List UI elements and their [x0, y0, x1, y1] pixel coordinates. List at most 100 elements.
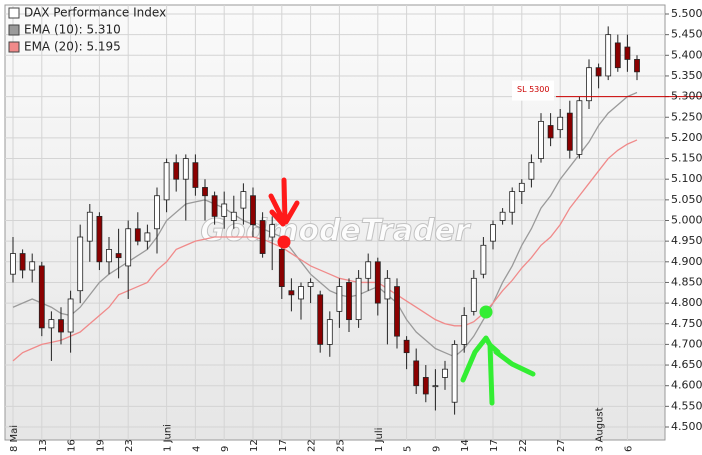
- legend-swatch: [8, 7, 20, 19]
- candle-body: [557, 116, 564, 131]
- candle-body: [288, 290, 295, 296]
- candle-body: [365, 261, 372, 279]
- candle-body: [355, 277, 362, 321]
- x-tick-label: 22: [307, 439, 318, 452]
- stop-loss-label: SL 5300: [517, 85, 549, 94]
- candle-body: [154, 195, 160, 230]
- x-tick-label: 17: [278, 439, 289, 452]
- candle-body: [134, 228, 141, 242]
- candle-body: [432, 385, 439, 388]
- red-arrow-strokes: [268, 177, 300, 227]
- candle-body: [173, 162, 180, 180]
- candle-body: [461, 315, 468, 345]
- y-tick-label: 4.850: [671, 275, 702, 288]
- candle-body: [29, 261, 36, 271]
- candle-body: [442, 368, 448, 378]
- candle-body: [624, 46, 631, 60]
- y-tick-label: 5.100: [671, 172, 702, 185]
- y-tick-label: 4.900: [671, 255, 702, 268]
- candle-body: [605, 34, 612, 77]
- y-tick-label: 5.250: [671, 110, 702, 123]
- candle-body: [144, 232, 151, 242]
- candle-body: [163, 162, 170, 201]
- y-tick-label: 5.350: [671, 69, 702, 82]
- y-tick-label: 5.000: [671, 214, 702, 227]
- x-tick-label: 27: [556, 439, 567, 452]
- y-tick-label: 5.300: [671, 90, 702, 103]
- y-tick-label: 5.500: [671, 7, 702, 20]
- candle-body: [326, 319, 333, 345]
- legend-swatch: [8, 24, 20, 36]
- y-tick-label: 5.400: [671, 48, 702, 61]
- candle-body: [614, 42, 621, 69]
- candle-body: [67, 298, 74, 333]
- candle-body: [48, 319, 55, 329]
- candle-body: [528, 162, 535, 180]
- candle-body: [374, 261, 381, 304]
- candle-body: [58, 319, 64, 333]
- x-tick-label: 19: [95, 439, 106, 452]
- plot-area: [4, 4, 666, 441]
- legend-label: EMA (10): 5.310: [24, 23, 121, 37]
- candle-body: [403, 339, 410, 354]
- x-tick-label: 5: [403, 446, 414, 452]
- ema-line: [12, 139, 638, 362]
- legend-label: EMA (20): 5.195: [24, 40, 121, 54]
- green-arrow-strokes: [460, 335, 536, 406]
- x-tick-label: 9: [431, 446, 442, 452]
- candle-body: [499, 211, 506, 221]
- candle-body: [470, 277, 477, 312]
- candle-body: [211, 195, 218, 217]
- candle-body: [77, 236, 84, 292]
- candle-body: [480, 244, 487, 275]
- x-tick-label: 14: [460, 439, 471, 452]
- x-tick-label: 16: [67, 439, 78, 452]
- candle-body: [336, 286, 343, 312]
- legend-label: DAX Performance Index: [24, 6, 166, 20]
- candle-body: [38, 265, 45, 329]
- candle-body: [547, 125, 554, 139]
- green-dot: [479, 305, 493, 319]
- y-tick-label: 4.550: [671, 399, 702, 412]
- candle-body: [10, 253, 16, 275]
- candle-body: [413, 360, 420, 387]
- y-tick-label: 4.800: [671, 296, 702, 309]
- x-tick-label: 17: [489, 439, 500, 452]
- candle-body: [192, 162, 199, 188]
- y-tick-label: 5.050: [671, 193, 702, 206]
- candle-body: [307, 282, 314, 287]
- candle-body: [586, 67, 592, 102]
- candle-body: [125, 228, 132, 267]
- x-tick-label: 9: [220, 446, 231, 452]
- candle-body: [221, 203, 228, 217]
- candle-body: [317, 294, 324, 345]
- x-tick-label: 4: [191, 446, 202, 452]
- y-tick-label: 4.600: [671, 379, 702, 392]
- candle-body: [384, 277, 391, 300]
- candle-body: [115, 253, 122, 259]
- candle-body: [538, 120, 544, 159]
- grid: [5, 5, 669, 440]
- watermark: GodmodeTrader: [200, 214, 471, 249]
- ema-line: [12, 91, 638, 358]
- y-tick-label: 4.950: [671, 234, 702, 247]
- x-tick-label: 23: [124, 439, 135, 452]
- x-tick-label: 3 August: [595, 407, 606, 452]
- candle-body: [451, 343, 458, 403]
- stop-loss-box: [512, 80, 554, 101]
- x-tick-label: 1 Juli: [374, 428, 385, 452]
- candle-body: [278, 249, 285, 287]
- candle-body: [490, 224, 496, 242]
- candle-body: [182, 158, 189, 180]
- x-tick-label: 12: [249, 439, 260, 452]
- legend: DAX Performance Index EMA (10): 5.310 EMA …: [8, 6, 166, 54]
- x-tick-label: 8 Mai: [9, 425, 20, 452]
- candle-body: [259, 220, 266, 254]
- x-tick-label: 13: [38, 439, 49, 452]
- candle-body: [269, 224, 276, 238]
- y-tick-label: 4.500: [671, 420, 702, 433]
- candle-body: [566, 112, 573, 151]
- candle-body: [230, 211, 237, 221]
- y-tick-label: 5.200: [671, 131, 702, 144]
